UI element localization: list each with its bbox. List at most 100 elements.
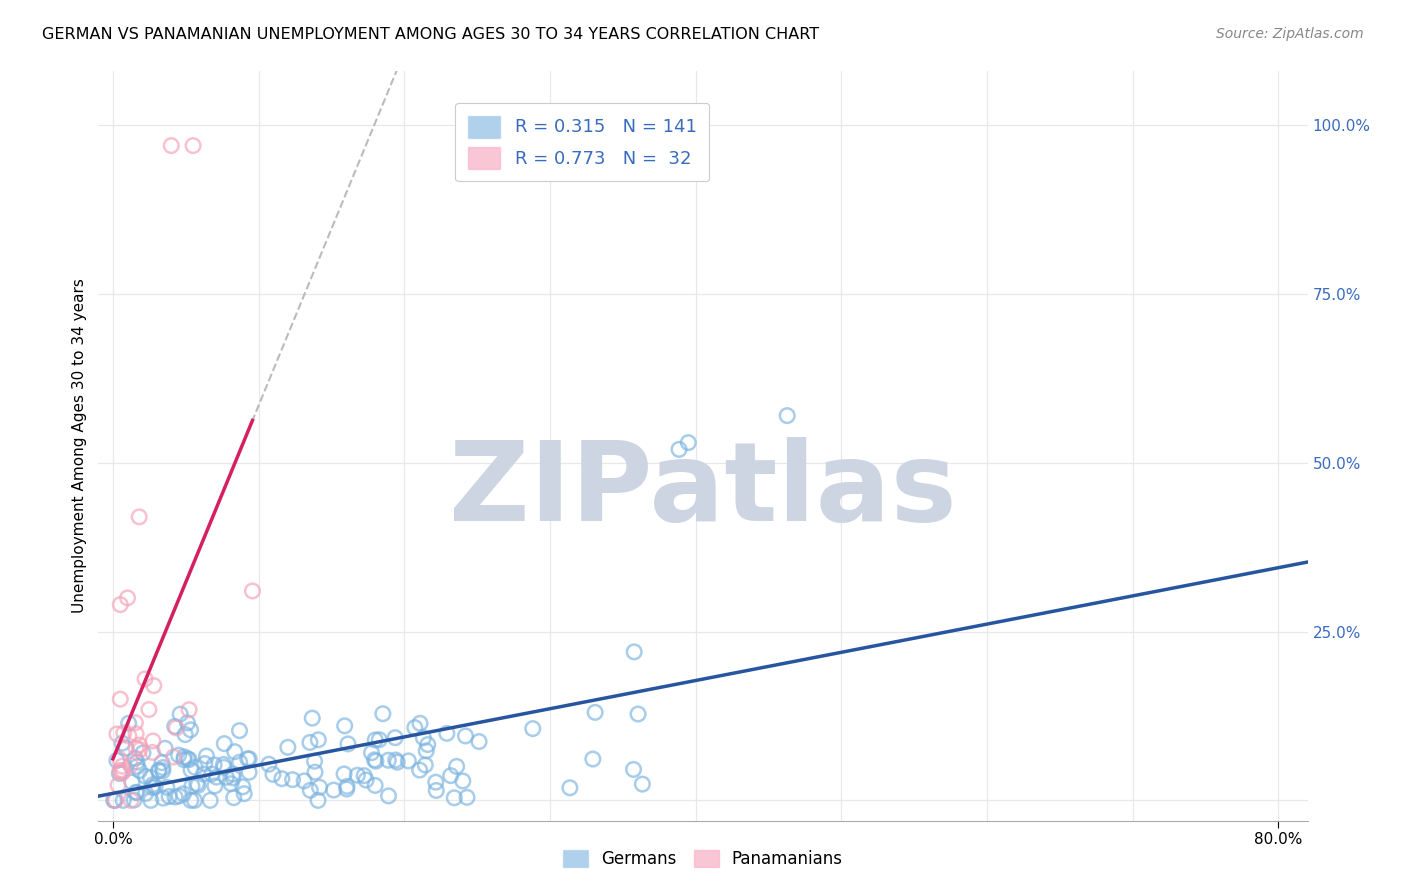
Point — [668, 442, 690, 457]
Point — [228, 723, 250, 738]
Point — [304, 765, 326, 780]
Point — [141, 780, 163, 795]
Point — [583, 706, 606, 720]
Point — [212, 757, 235, 772]
Point — [468, 734, 491, 748]
Point — [138, 702, 160, 716]
Point — [215, 770, 238, 784]
Point — [103, 793, 125, 807]
Point — [236, 752, 259, 766]
Point — [132, 746, 155, 760]
Legend: R = 0.315   N = 141, R = 0.773   N =  32: R = 0.315 N = 141, R = 0.773 N = 32 — [456, 103, 709, 181]
Point — [202, 757, 225, 772]
Point — [364, 733, 387, 747]
Point — [336, 782, 359, 797]
Point — [173, 787, 195, 801]
Point — [181, 138, 204, 153]
Point — [425, 775, 447, 789]
Point — [120, 758, 142, 772]
Point — [409, 716, 432, 731]
Point — [631, 777, 654, 791]
Point — [108, 752, 131, 766]
Point — [187, 778, 209, 792]
Point — [186, 777, 208, 791]
Point — [128, 742, 150, 756]
Point — [139, 771, 162, 785]
Point — [165, 721, 187, 735]
Point — [228, 755, 250, 769]
Point — [404, 721, 426, 735]
Point — [134, 672, 156, 686]
Text: GERMAN VS PANAMANIAN UNEMPLOYMENT AMONG AGES 30 TO 34 YEARS CORRELATION CHART: GERMAN VS PANAMANIAN UNEMPLOYMENT AMONG … — [42, 27, 820, 42]
Point — [322, 783, 344, 797]
Point — [125, 741, 148, 756]
Point — [169, 707, 191, 722]
Point — [238, 752, 260, 766]
Point — [152, 764, 174, 778]
Point — [125, 785, 148, 799]
Point — [167, 789, 190, 803]
Point — [179, 703, 201, 717]
Point — [193, 767, 215, 781]
Point — [121, 775, 143, 789]
Text: Source: ZipAtlas.com: Source: ZipAtlas.com — [1216, 27, 1364, 41]
Point — [333, 767, 356, 781]
Point — [201, 767, 224, 781]
Point — [582, 752, 605, 766]
Point — [219, 777, 242, 791]
Point — [108, 766, 131, 780]
Point — [364, 779, 387, 793]
Point — [142, 734, 165, 748]
Point — [180, 723, 202, 737]
Point — [157, 789, 180, 804]
Point — [111, 736, 134, 750]
Point — [148, 764, 170, 778]
Point — [384, 753, 406, 767]
Point — [124, 751, 146, 765]
Point — [558, 780, 581, 795]
Point — [104, 793, 127, 807]
Point — [120, 793, 142, 807]
Point — [363, 753, 385, 767]
Point — [205, 770, 228, 784]
Point — [104, 793, 127, 807]
Point — [408, 763, 430, 777]
Point — [232, 780, 254, 794]
Point — [111, 759, 134, 773]
Point — [384, 731, 406, 745]
Point — [135, 787, 157, 801]
Point — [128, 738, 150, 752]
Point — [139, 793, 162, 807]
Point — [204, 779, 226, 793]
Point — [176, 752, 198, 766]
Point — [299, 783, 322, 797]
Point — [446, 759, 468, 773]
Point — [122, 793, 145, 807]
Point — [173, 749, 195, 764]
Point — [174, 728, 197, 742]
Point — [456, 790, 478, 805]
Point — [233, 787, 256, 801]
Point — [162, 750, 184, 764]
Point — [128, 509, 150, 524]
Legend: Germans, Panamanians: Germans, Panamanians — [557, 843, 849, 875]
Point — [184, 760, 207, 774]
Point — [195, 749, 218, 764]
Point — [152, 761, 174, 775]
Point — [371, 706, 394, 721]
Point — [125, 727, 148, 741]
Point — [436, 726, 458, 740]
Y-axis label: Unemployment Among Ages 30 to 34 years: Unemployment Among Ages 30 to 34 years — [72, 278, 87, 614]
Point — [262, 767, 284, 781]
Point — [110, 598, 132, 612]
Point — [115, 741, 138, 756]
Point — [156, 780, 179, 795]
Point — [364, 754, 387, 768]
Point — [270, 772, 292, 786]
Point — [142, 679, 165, 693]
Point — [222, 771, 245, 785]
Point — [415, 744, 437, 758]
Point — [368, 732, 391, 747]
Point — [194, 756, 217, 771]
Point — [163, 719, 186, 733]
